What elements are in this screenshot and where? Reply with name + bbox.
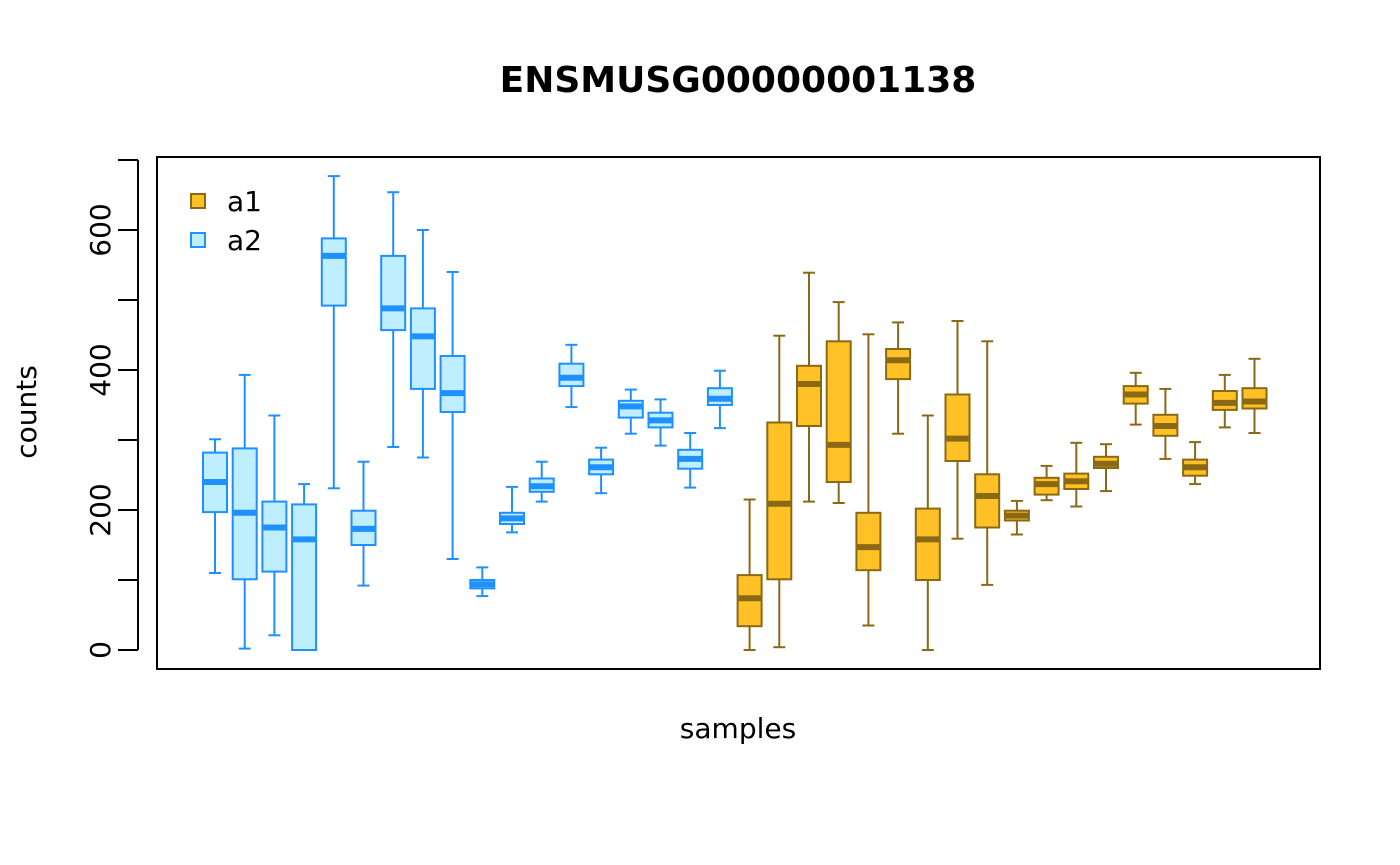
- box-a2: [499, 485, 525, 534]
- box-a2: [617, 388, 644, 435]
- box-a2: [439, 271, 466, 560]
- box-body: [885, 348, 912, 381]
- box-a2: [469, 566, 496, 598]
- box-body: [261, 500, 288, 573]
- box-a2: [261, 414, 288, 637]
- box-a1: [1033, 464, 1060, 502]
- box-body: [944, 393, 971, 462]
- boxes-layer: [202, 175, 1268, 651]
- box-a1: [825, 301, 852, 504]
- box-a2: [320, 175, 347, 490]
- box-a1: [1122, 371, 1149, 426]
- box-a1: [855, 333, 882, 627]
- box-a1: [1093, 443, 1119, 493]
- y-tick-label: 0: [84, 641, 117, 659]
- box-a1: [736, 498, 763, 651]
- y-axis-label: counts: [10, 365, 43, 459]
- box-body: [974, 473, 1001, 529]
- box-a2: [350, 460, 377, 587]
- box-a2: [588, 446, 615, 495]
- box-a2: [706, 369, 733, 430]
- box-a1: [885, 321, 912, 435]
- x-axis-label: samples: [680, 712, 796, 745]
- box-a2: [409, 229, 436, 459]
- box-a1: [1241, 357, 1268, 434]
- box-body: [1241, 387, 1268, 410]
- box-body: [855, 511, 882, 572]
- y-tick-label: 400: [84, 343, 117, 396]
- box-a1: [796, 271, 822, 503]
- box-a2: [677, 432, 704, 489]
- box-body: [825, 340, 852, 483]
- box-a1: [944, 320, 971, 540]
- y-tick-label: 600: [84, 203, 117, 256]
- box-body: [409, 307, 436, 390]
- box-a1: [766, 334, 793, 649]
- legend-swatch-a2: [190, 232, 206, 248]
- box-a1: [974, 340, 1001, 586]
- legend-swatch-a1: [190, 193, 206, 209]
- box-a2: [558, 343, 585, 409]
- box-a2: [380, 191, 407, 448]
- box-a2: [202, 438, 228, 574]
- box-a1: [1152, 387, 1179, 460]
- chart-title: ENSMUSG00000001138: [500, 60, 977, 101]
- box-a2: [647, 398, 674, 447]
- box-body: [914, 507, 941, 582]
- y-axis: 0 200 400 600: [84, 159, 139, 659]
- box-a1: [1182, 441, 1209, 486]
- box-body: [291, 503, 318, 651]
- box-body: [439, 355, 466, 413]
- box-a1: [1003, 499, 1030, 536]
- box-body: [796, 364, 822, 427]
- box-a1: [1211, 373, 1238, 429]
- legend-label-a1: a1: [227, 185, 262, 218]
- box-a2: [291, 483, 318, 651]
- plot-frame: [156, 156, 1321, 670]
- box-a1: [914, 414, 941, 651]
- legend-label-a2: a2: [227, 224, 262, 257]
- box-a2: [231, 373, 258, 650]
- box-body: [320, 237, 347, 307]
- y-tick-label: 200: [84, 483, 117, 536]
- box-body: [380, 254, 407, 332]
- box-a1: [1063, 441, 1090, 508]
- box-a2: [528, 460, 555, 503]
